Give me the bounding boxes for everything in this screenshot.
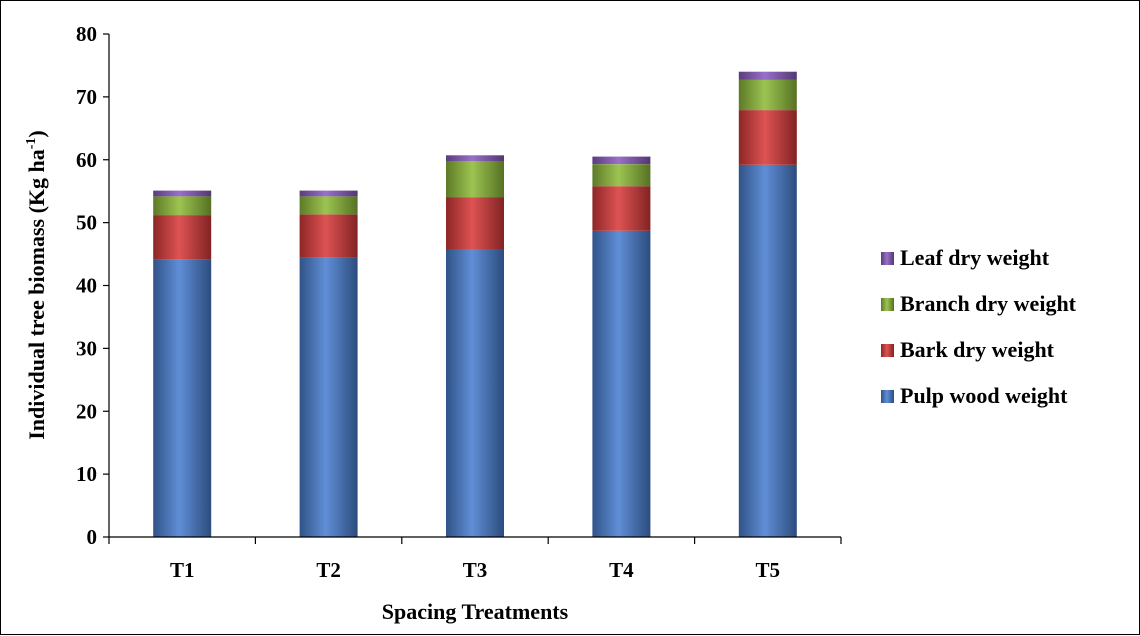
x-axis-title: Spacing Treatments [382, 599, 569, 624]
y-tick-label: 40 [76, 274, 97, 298]
bar-t3-bark-dry-weight [446, 197, 504, 250]
bar-t3-branch-dry-weight [446, 161, 504, 198]
bars-layer [153, 71, 797, 538]
x-tick-label-t1: T1 [170, 558, 195, 582]
y-tick-label: 10 [76, 462, 97, 486]
bar-t1-bark-dry-weight [153, 215, 212, 260]
y-axis-title-main: Individual tree biomass (Kg ha [24, 149, 49, 440]
bar-t2-pulp-wood-weight [299, 257, 358, 537]
y-tick-label: 30 [76, 336, 97, 360]
bar-t5-pulp-wood-weight [738, 164, 797, 538]
bar-t3-pulp-wood-weight [446, 249, 504, 537]
y-axis-title-end: ) [24, 130, 49, 137]
bar-t3-leaf-dry-weight [446, 155, 504, 161]
legend-label-bark-dry-weight: Bark dry weight [900, 337, 1055, 362]
legend-swatch-branch-dry-weight [881, 298, 894, 311]
legend-label-leaf-dry-weight: Leaf dry weight [900, 245, 1050, 270]
bar-t2-branch-dry-weight [299, 196, 358, 215]
bar-t4-bark-dry-weight [592, 186, 651, 231]
y-axis-title-sup: -1 [24, 138, 39, 150]
y-tick-label: 60 [76, 148, 97, 172]
legend-label-branch-dry-weight: Branch dry weight [900, 291, 1077, 316]
bar-t5-branch-dry-weight [738, 79, 797, 111]
legend: Leaf dry weight Branch dry weight Bark dry… [881, 245, 1077, 408]
y-tick-label: 70 [76, 85, 97, 109]
y-tick-label: 50 [76, 211, 97, 235]
x-tick-label-t3: T3 [463, 558, 488, 582]
y-ticks-layer: 0 10 20 30 40 50 60 70 80 [76, 22, 109, 549]
y-tick-label: 80 [76, 22, 97, 46]
bar-t1-leaf-dry-weight [153, 190, 212, 197]
x-tick-label-t5: T5 [756, 558, 781, 582]
bar-t2-bark-dry-weight [299, 214, 358, 258]
bar-t1-pulp-wood-weight [153, 259, 212, 537]
bar-t5-bark-dry-weight [738, 110, 797, 165]
x-tick-label-t4: T4 [609, 558, 634, 582]
y-tick-label: 0 [87, 525, 98, 549]
bar-t4-pulp-wood-weight [592, 230, 651, 538]
bar-t4-branch-dry-weight [592, 164, 651, 187]
bar-t2-leaf-dry-weight [299, 190, 358, 197]
x-ticks-layer: T1 T2 T3 T4 T5 [108, 537, 842, 582]
legend-swatch-bark-dry-weight [881, 344, 894, 357]
y-axis-title: Individual tree biomass (Kg ha-1) [24, 130, 49, 440]
legend-label-pulp-wood-weight: Pulp wood weight [900, 383, 1068, 408]
bar-t4-leaf-dry-weight [592, 156, 651, 165]
legend-swatch-pulp-wood-weight [881, 390, 894, 403]
y-tick-label: 20 [76, 399, 97, 423]
bar-t5-leaf-dry-weight [738, 71, 797, 80]
legend-swatch-leaf-dry-weight [881, 252, 894, 265]
bar-t1-branch-dry-weight [153, 196, 212, 216]
x-tick-label-t2: T2 [316, 558, 341, 582]
